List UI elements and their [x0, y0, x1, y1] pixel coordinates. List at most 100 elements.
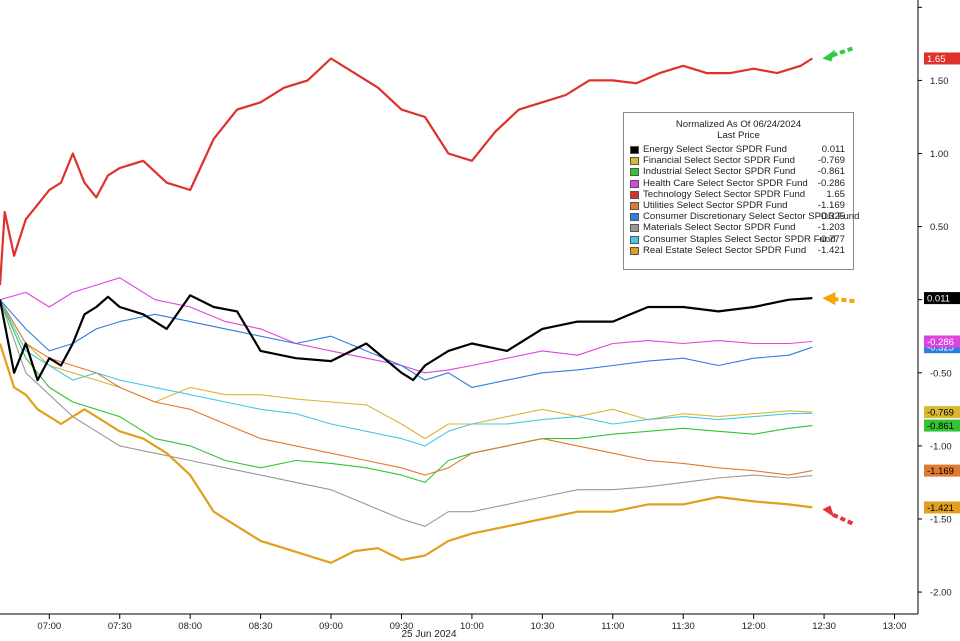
legend-value: 0.011 [821, 144, 845, 155]
y-tick-label: -0.50 [930, 368, 952, 379]
legend-label: Industrial Select Sector SPDR Fund [643, 166, 796, 178]
annotation-arrow [822, 292, 855, 306]
legend-item-technology-select-sector-spdr-fund: Technology Select Sector SPDR Fund 1.65 [624, 189, 853, 200]
x-tick-label: 07:00 [37, 621, 61, 632]
legend-label: Consumer Discretionary Select Sector SPD… [643, 211, 860, 223]
legend-swatch [630, 224, 639, 233]
legend-swatch [630, 246, 639, 255]
legend-label: Materials Select Sector SPDR Fund [643, 222, 796, 234]
x-tick-label: 09:30 [390, 621, 414, 632]
arrow-shaft [831, 512, 854, 526]
y-tick-label: 1.00 [930, 149, 949, 160]
y-tick-label: -1.50 [930, 514, 952, 525]
legend-swatch [630, 179, 639, 188]
legend-item-consumer-staples-select-sector-spdr-fund: Consumer Staples Select Sector SPDR Fund… [624, 234, 853, 245]
value-tag: -1.169 [924, 464, 960, 477]
value-tag-label: -0.286 [927, 337, 954, 348]
legend-label: Health Care Select Sector SPDR Fund [643, 177, 808, 189]
series-line-materials-select-sector-spdr-fund [0, 299, 813, 527]
arrow-shaft [831, 46, 854, 58]
legend-swatch [630, 201, 639, 210]
value-tag: 0.011 [924, 292, 960, 305]
value-tag-bg [924, 406, 960, 419]
series-line-technology-select-sector-spdr-fund [0, 57, 813, 286]
legend-label: Technology Select Sector SPDR Fund [643, 188, 806, 200]
legend-item-industrial-select-sector-spdr-fund: Industrial Select Sector SPDR Fund -0.861 [624, 166, 853, 177]
legend-label: Financial Select Sector SPDR Fund [643, 155, 795, 167]
axis-layer [0, 0, 919, 615]
legend-swatch [630, 146, 639, 154]
legend-item-health-care-select-sector-spdr-fund: Health Care Select Sector SPDR Fund -0.28… [624, 178, 853, 189]
legend-label: Consumer Staples Select Sector SPDR Fund [643, 233, 836, 245]
legend-value: -1.421 [817, 244, 845, 256]
x-tick-label: 08:30 [249, 621, 273, 632]
legend-value: -0.286 [817, 177, 845, 189]
x-tick-label: 13:00 [883, 621, 907, 632]
series-layer [0, 57, 813, 564]
value-tag-bg [924, 464, 960, 477]
x-tick-label: 07:30 [108, 621, 132, 632]
value-tag-bg [924, 419, 960, 432]
legend-value: -1.203 [817, 222, 845, 234]
series-line-energy-select-sector-spdr-fund [0, 294, 813, 382]
legend: Normalized As Of 06/24/2024 Last Price E… [623, 112, 859, 270]
series-line-consumer-discretionary-select-sector-spdr-fund [0, 299, 813, 388]
legend-value: -0.861 [817, 166, 845, 178]
legend-title: Normalized As Of 06/24/2024 [675, 119, 802, 130]
value-tag: 1.65 [924, 52, 960, 65]
x-axis-label: 25 Jun 2024 [401, 629, 456, 640]
legend-subtitle: Last Price [717, 130, 760, 141]
value-tag-bg [924, 292, 960, 305]
legend-swatch [630, 235, 639, 244]
value-tag-bg [924, 501, 960, 514]
y-tick-label: 0.50 [930, 222, 949, 233]
arrow-layer [822, 46, 855, 526]
legend-value: -0.769 [817, 155, 845, 167]
y-tick-label: 1.50 [930, 76, 949, 87]
x-tick-label: 12:30 [812, 621, 836, 632]
legend-swatch [630, 157, 639, 166]
value-tag-bg [924, 52, 960, 65]
x-tick-label: 08:00 [178, 621, 202, 632]
legend-value: -0.325 [817, 211, 845, 223]
legend-value: -1.169 [817, 199, 845, 211]
legend-value: -0.777 [817, 233, 845, 245]
x-tick-label: 10:00 [460, 621, 484, 632]
x-tick-label: 11:00 [601, 621, 624, 632]
series-line-real-estate-select-sector-spdr-fund [0, 343, 813, 564]
value-tag-label: -0.769 [927, 408, 954, 419]
arrow-head [822, 505, 835, 518]
legend-item-energy-select-sector-spdr-fund: Energy Select Sector SPDR Fund 0.011 [624, 144, 853, 155]
legend-item-materials-select-sector-spdr-fund: Materials Select Sector SPDR Fund -1.203 [624, 222, 853, 233]
y-tick-label: -1.00 [930, 441, 952, 452]
value-tag-label: 1.65 [927, 54, 946, 65]
legend-label: Real Estate Select Sector SPDR Fund [643, 244, 807, 256]
legend-swatch [630, 190, 639, 199]
x-tick-label: 12:00 [742, 621, 766, 632]
arrow-head [822, 49, 836, 62]
legend-item-financial-select-sector-spdr-fund: Financial Select Sector SPDR Fund -0.769 [624, 155, 853, 166]
series-line-consumer-staples-select-sector-spdr-fund [0, 299, 813, 447]
value-tag-label: -1.169 [927, 466, 954, 477]
value-tag: -0.286 [924, 335, 960, 348]
value-tag-label: -0.861 [927, 421, 954, 432]
legend-value: 1.65 [826, 188, 845, 200]
legend-label: Energy Select Sector SPDR Fund [643, 144, 787, 155]
value-tag: -1.421 [924, 501, 960, 514]
x-tick-label: 10:30 [530, 621, 554, 632]
value-tag-label: -0.325 [927, 343, 954, 354]
legend-item-real-estate-select-sector-spdr-fund: Real Estate Select Sector SPDR Fund -1.42… [624, 245, 853, 256]
y-tick-layer: 1.50 1.00 0.50 -0.50 -1.00 -1.50 -2.00 [918, 6, 952, 599]
series-line-utilities-select-sector-spdr-fund [0, 299, 813, 476]
value-tag-bg [924, 335, 960, 348]
value-tag-label: 0.011 [927, 294, 950, 305]
series-line-health-care-select-sector-spdr-fund [0, 277, 813, 374]
legend-item-consumer-discretionary-select-sector-spdr-fund: Consumer Discretionary Select Sector SPD… [624, 211, 859, 223]
legend-label: Utilities Select Sector SPDR Fund [643, 199, 788, 211]
arrow-shaft [834, 297, 855, 304]
legend-swatch [630, 213, 639, 222]
y-tick-label: -2.00 [930, 588, 952, 599]
legend-rows: Energy Select Sector SPDR Fund 0.011 Finan… [624, 144, 859, 256]
legend-swatch [630, 168, 639, 177]
